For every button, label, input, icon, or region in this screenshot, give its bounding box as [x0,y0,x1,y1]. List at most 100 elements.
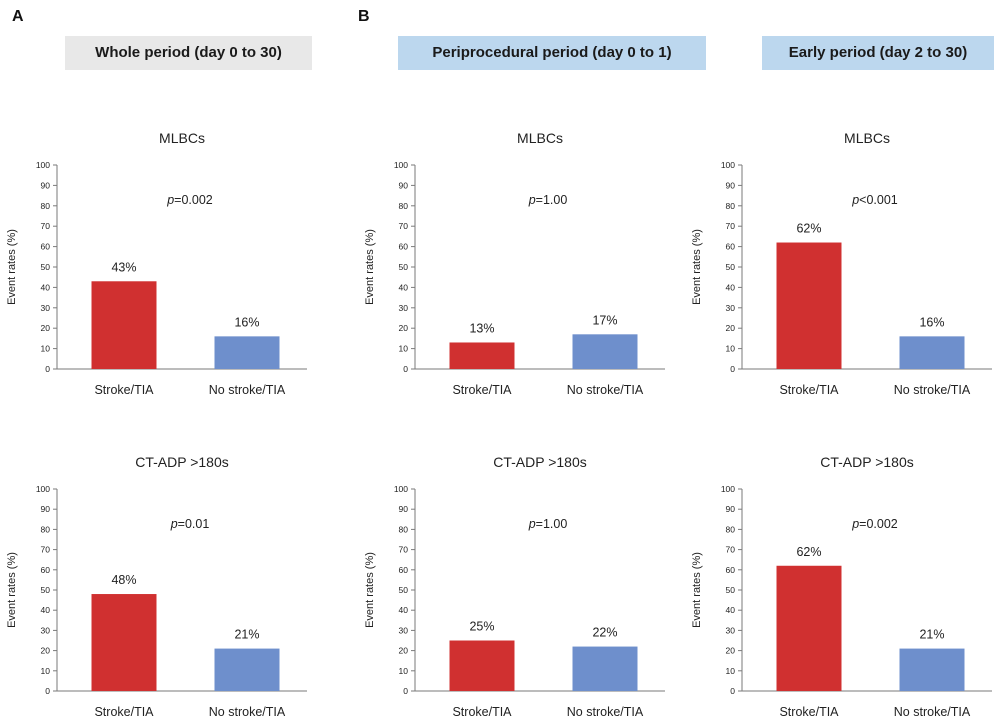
chart-4-bar-no-stroke-tia [214,648,280,691]
chart-6-y-tick-label-90: 90 [726,504,736,514]
chart-4-bar-stroke-tia [91,594,157,691]
panel-letter-a: A [12,8,24,25]
chart-3-y-tick-label-90: 90 [726,180,736,190]
chart-6-category-label-no-stroke-tia: No stroke/TIA [894,705,971,719]
chart-5-y-tick-label-20: 20 [399,646,409,656]
chart-6-y-tick-label-0: 0 [730,686,735,696]
chart-4-y-tick-label-100: 100 [36,484,50,494]
chart-2-y-tick-label-60: 60 [399,242,409,252]
chart-3-y-tick-label-10: 10 [726,344,736,354]
chart-4-value-label-no-stroke-tia: 21% [234,628,259,642]
chart-6-y-axis-label: Event rates (%) [691,552,703,628]
chart-6-y-tick-label-100: 100 [721,484,735,494]
chart-3-y-tick-label-80: 80 [726,201,736,211]
chart-6-y-tick-label-10: 10 [726,666,736,676]
chart-3-y-tick-label-20: 20 [726,323,736,333]
chart-3-bar-no-stroke-tia [899,336,965,369]
chart-1-y-tick-label-80: 80 [41,201,51,211]
chart-4-y-tick-label-0: 0 [45,686,50,696]
chart-2-y-axis-label: Event rates (%) [364,229,376,305]
panel-letter-b: B [358,8,370,25]
chart-2-bar-stroke-tia [449,342,515,369]
chart-2-bar-no-stroke-tia [572,334,638,369]
chart-6-y-tick-label-60: 60 [726,565,736,575]
chart-4-y-tick-label-70: 70 [41,545,51,555]
chart-5-y-tick-label-60: 60 [399,565,409,575]
chart-5-title: CT-ADP >180s [493,454,587,470]
chart-5-y-tick-label-70: 70 [399,545,409,555]
chart-1-bar-no-stroke-tia [214,336,280,369]
chart-1-y-tick-label-20: 20 [41,323,51,333]
chart-6-bar-stroke-tia [776,565,842,691]
chart-5-value-label-no-stroke-tia: 22% [592,626,617,640]
chart-4-y-tick-label-90: 90 [41,504,51,514]
chart-1-y-tick-label-30: 30 [41,303,51,313]
chart-5-y-tick-label-40: 40 [399,605,409,615]
chart-5-y-tick-label-30: 30 [399,625,409,635]
chart-5-bar-no-stroke-tia [572,646,638,691]
chart-2-category-label-no-stroke-tia: No stroke/TIA [567,383,644,397]
chart-2-y-tick-label-20: 20 [399,323,409,333]
chart-2-y-tick-label-70: 70 [399,221,409,231]
chart-6-y-tick-label-40: 40 [726,605,736,615]
chart-2-y-tick-label-10: 10 [399,344,409,354]
chart-1-category-label-stroke-tia: Stroke/TIA [94,383,154,397]
chart-1-y-tick-label-0: 0 [45,364,50,374]
chart-5-y-tick-label-50: 50 [399,585,409,595]
chart-2-y-tick-label-50: 50 [399,262,409,272]
chart-5-value-label-stroke-tia: 25% [469,620,494,634]
chart-3-category-label-stroke-tia: Stroke/TIA [779,383,839,397]
chart-6-title: CT-ADP >180s [820,454,914,470]
chart-3-y-tick-label-50: 50 [726,262,736,272]
period-label-periprocedural: Periprocedural period (day 0 to 1) [398,36,706,70]
period-label-whole: Whole period (day 0 to 30) [65,36,312,70]
chart-6-bar-no-stroke-tia [899,648,965,691]
chart-2-value-label-stroke-tia: 13% [469,321,494,335]
chart-3-y-tick-label-70: 70 [726,221,736,231]
chart-3-bar-stroke-tia [776,242,842,369]
chart-1-p-value: p=0.002 [166,193,213,207]
chart-4-y-tick-label-60: 60 [41,565,51,575]
chart-1-y-tick-label-100: 100 [36,160,50,170]
chart-1: MLBCs 0 10 20 30 40 50 60 70 80 90 100 Event rates (… [6,130,307,397]
chart-2-category-label-stroke-tia: Stroke/TIA [452,383,512,397]
chart-1-y-tick-label-70: 70 [41,221,51,231]
chart-3-y-tick-label-40: 40 [726,282,736,292]
chart-4: CT-ADP >180s 0 10 20 30 40 50 60 70 80 90 100 Event … [6,454,307,719]
chart-6-y-tick-label-20: 20 [726,646,736,656]
chart-4-y-tick-label-10: 10 [41,666,51,676]
chart-4-y-tick-label-80: 80 [41,524,51,534]
chart-5: CT-ADP >180s 0 10 20 30 40 50 60 70 80 90 100 Event … [364,454,665,719]
chart-1-value-label-no-stroke-tia: 16% [234,315,259,329]
chart-5-y-axis-label: Event rates (%) [364,552,376,628]
chart-1-y-tick-label-10: 10 [41,344,51,354]
chart-5-p-value: p=1.00 [528,517,568,531]
chart-4-title: CT-ADP >180s [135,454,229,470]
chart-3-value-label-no-stroke-tia: 16% [919,315,944,329]
chart-2-y-tick-label-30: 30 [399,303,409,313]
chart-5-y-tick-label-90: 90 [399,504,409,514]
chart-4-y-tick-label-20: 20 [41,646,51,656]
chart-1-y-tick-label-50: 50 [41,262,51,272]
chart-1-value-label-stroke-tia: 43% [111,260,136,274]
chart-6-y-tick-label-30: 30 [726,625,736,635]
chart-6-y-tick-label-50: 50 [726,585,736,595]
chart-4-y-tick-label-40: 40 [41,605,51,615]
chart-6-value-label-stroke-tia: 62% [796,545,821,559]
chart-2-y-tick-label-40: 40 [399,282,409,292]
chart-6: CT-ADP >180s 0 10 20 30 40 50 60 70 80 90 100 Event … [691,454,992,719]
chart-4-y-axis-label: Event rates (%) [6,552,18,628]
chart-3-y-tick-label-100: 100 [721,160,735,170]
chart-6-value-label-no-stroke-tia: 21% [919,628,944,642]
chart-1-category-label-no-stroke-tia: No stroke/TIA [209,383,286,397]
chart-1-title: MLBCs [159,130,205,146]
chart-2-p-value: p=1.00 [528,193,568,207]
chart-2-y-tick-label-0: 0 [403,364,408,374]
chart-2-title: MLBCs [517,130,563,146]
chart-4-y-tick-label-50: 50 [41,585,51,595]
chart-5-category-label-no-stroke-tia: No stroke/TIA [567,705,644,719]
chart-2-y-tick-label-80: 80 [399,201,409,211]
chart-3-y-axis-label: Event rates (%) [691,229,703,305]
chart-3-category-label-no-stroke-tia: No stroke/TIA [894,383,971,397]
chart-1-y-tick-label-40: 40 [41,282,51,292]
